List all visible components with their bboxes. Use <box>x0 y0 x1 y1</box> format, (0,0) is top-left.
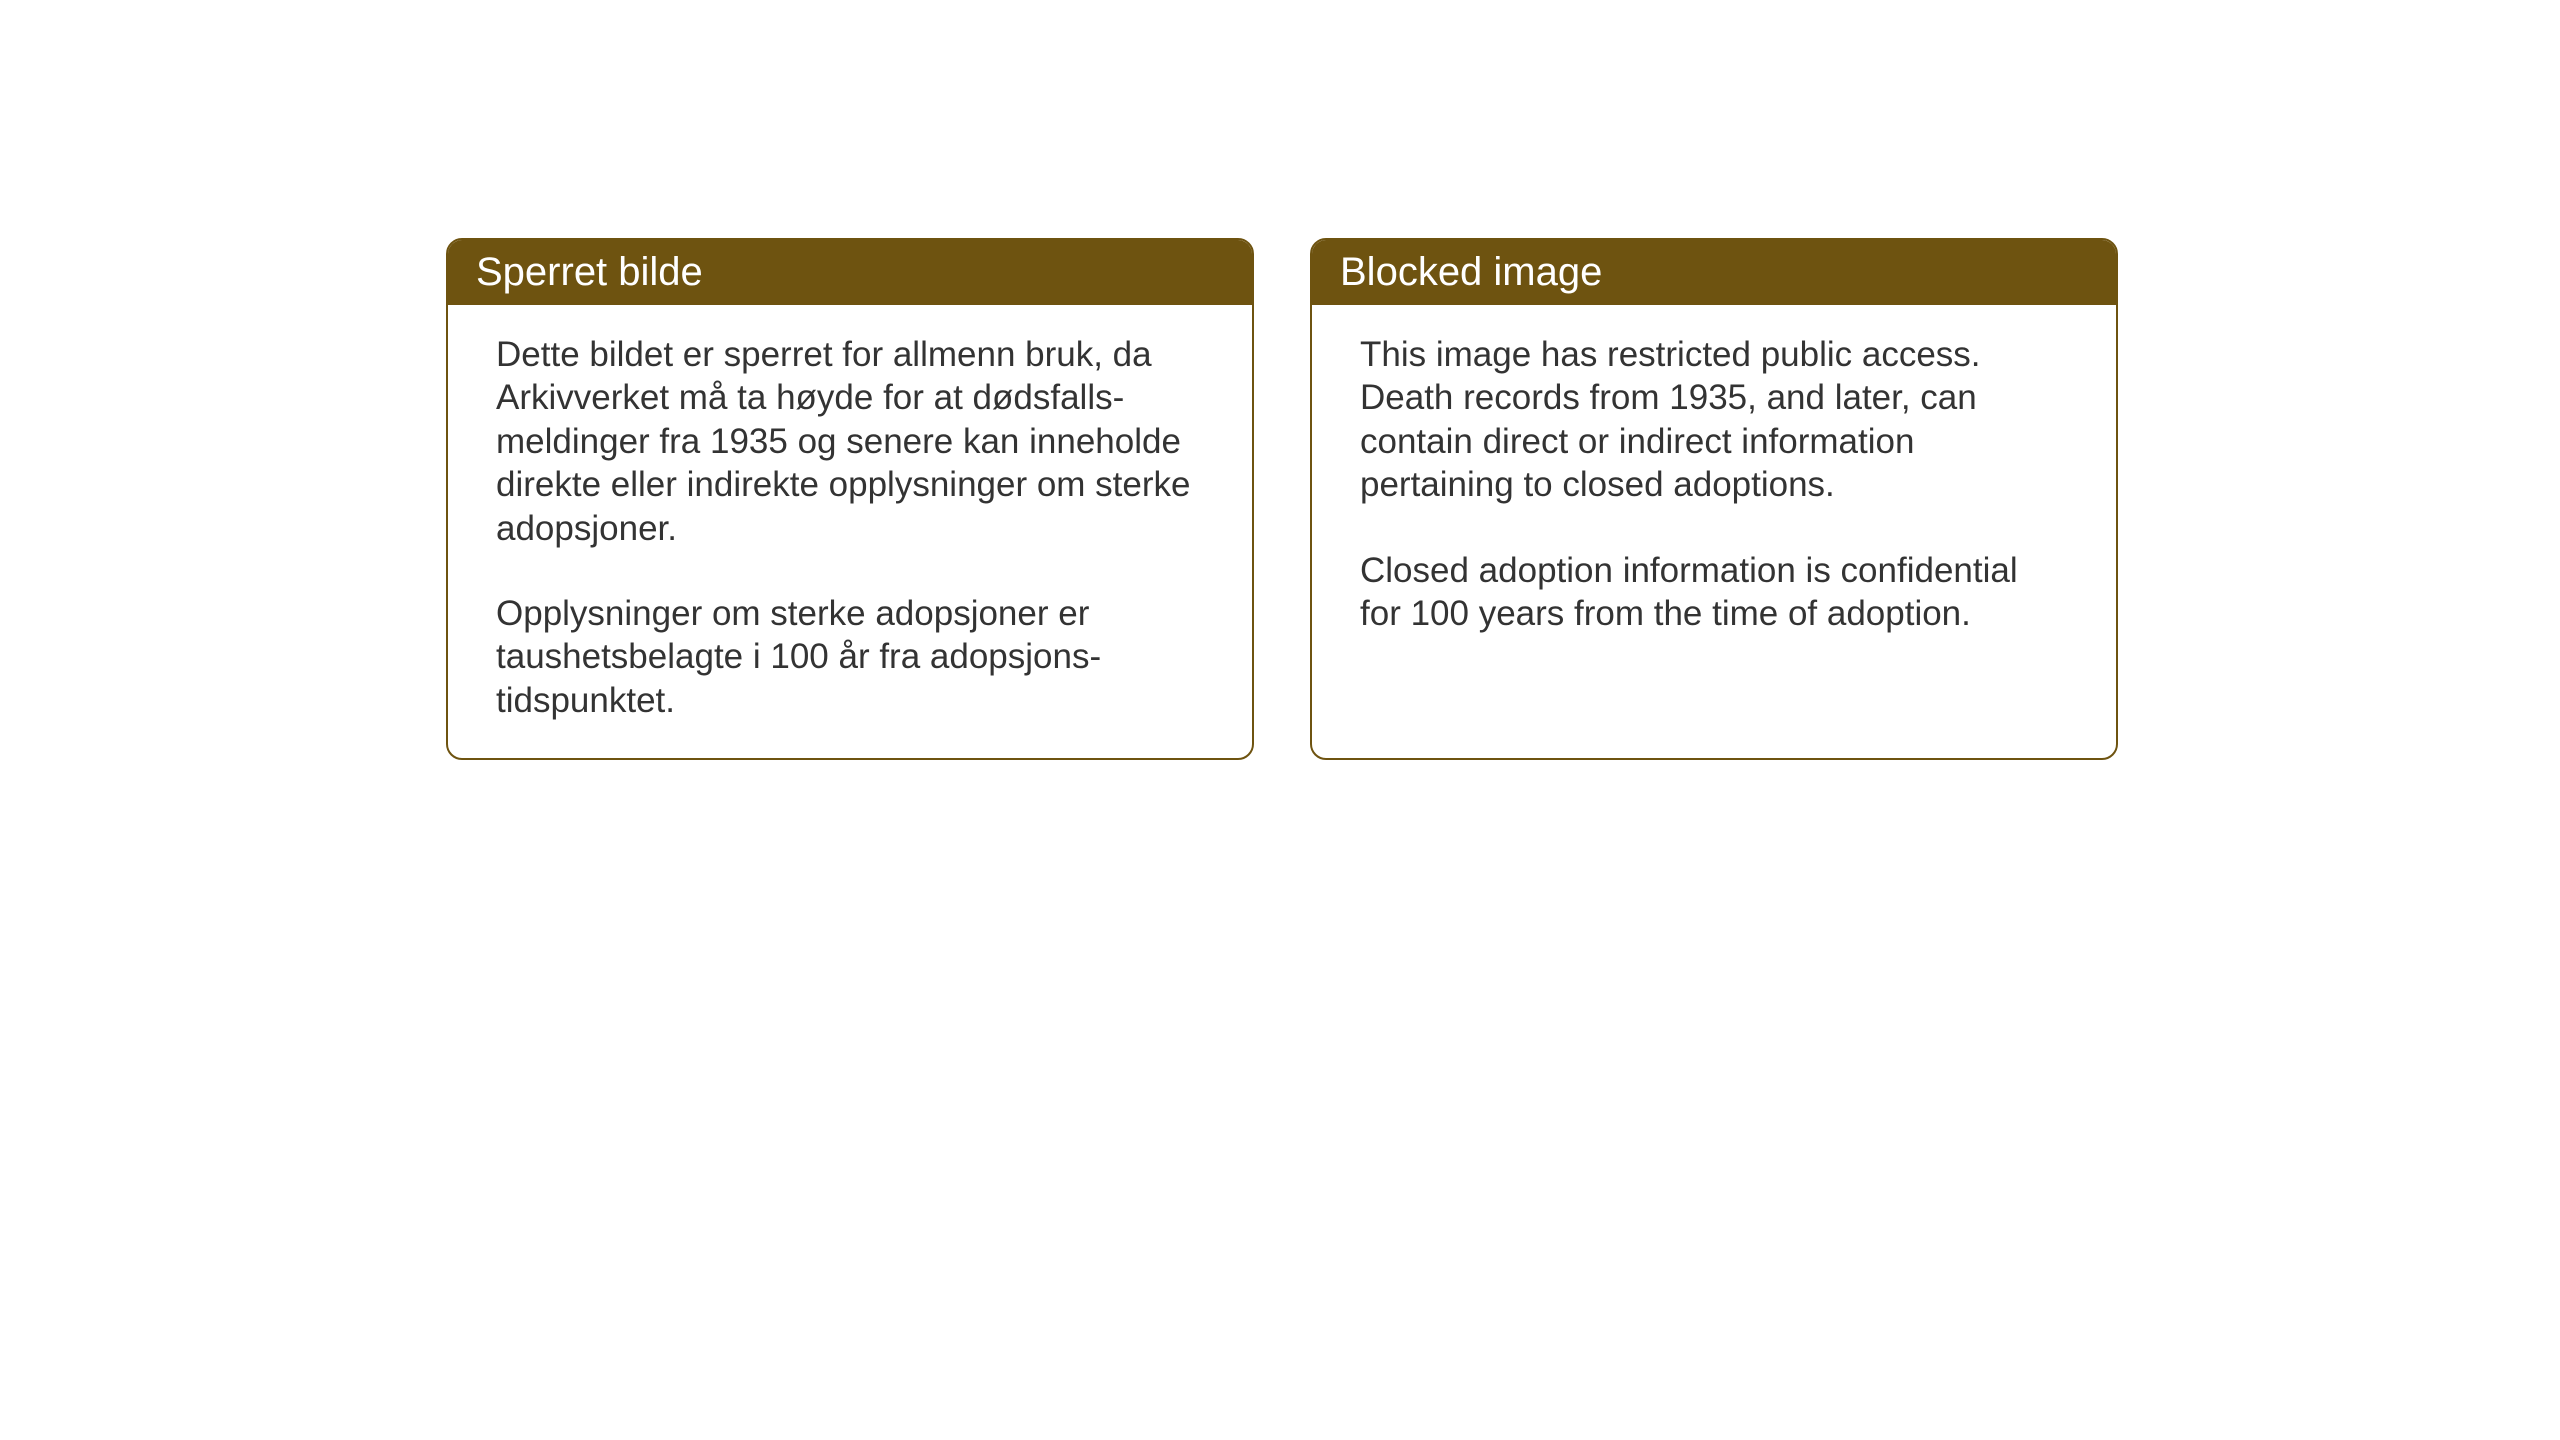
card-norwegian-body: Dette bildet er sperret for allmenn bruk… <box>448 305 1252 758</box>
card-english-title: Blocked image <box>1340 250 1602 294</box>
card-norwegian-paragraph-2: Opplysninger om sterke adopsjoner er tau… <box>496 592 1204 722</box>
card-norwegian-title: Sperret bilde <box>476 250 703 294</box>
cards-container: Sperret bilde Dette bildet er sperret fo… <box>446 238 2118 760</box>
card-norwegian-header: Sperret bilde <box>448 240 1252 305</box>
card-english-paragraph-1: This image has restricted public access.… <box>1360 333 2068 507</box>
card-english-body: This image has restricted public access.… <box>1312 305 2116 671</box>
card-norwegian: Sperret bilde Dette bildet er sperret fo… <box>446 238 1254 760</box>
card-english-header: Blocked image <box>1312 240 2116 305</box>
card-norwegian-paragraph-1: Dette bildet er sperret for allmenn bruk… <box>496 333 1204 550</box>
card-english: Blocked image This image has restricted … <box>1310 238 2118 760</box>
card-english-paragraph-2: Closed adoption information is confident… <box>1360 549 2068 636</box>
